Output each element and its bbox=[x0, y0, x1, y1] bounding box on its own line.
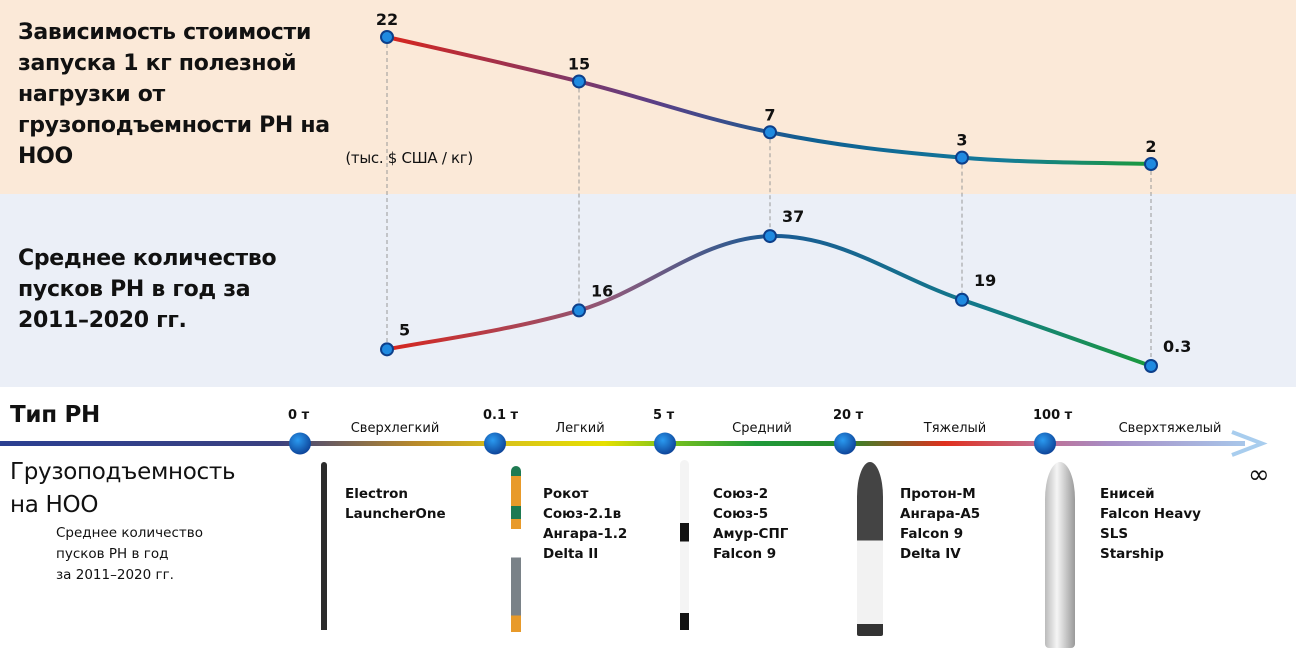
rocket-list: Рокот Союз-2.1в Ангара-1.2 Delta II bbox=[543, 484, 627, 564]
rocket-name: Союз-5 bbox=[713, 506, 769, 522]
rocket-name: Рокот bbox=[543, 486, 589, 502]
threshold-node bbox=[1034, 432, 1056, 455]
cost-data-label: 3 bbox=[956, 131, 967, 150]
launches-data-label: 37 bbox=[782, 207, 804, 226]
infinity-label: ∞ bbox=[1248, 460, 1270, 490]
rocket-image bbox=[1045, 462, 1075, 648]
rocket-name: Протон-М bbox=[900, 486, 976, 502]
capacity-label: Грузоподъемность на НОО bbox=[10, 456, 236, 522]
note-line: за 2011–2020 гг. bbox=[56, 567, 174, 583]
threshold-tick-label: 0.1 т bbox=[483, 408, 519, 423]
rocket-name: Electron bbox=[345, 486, 409, 502]
cost-unit: (тыс. $ США / кг) bbox=[345, 149, 473, 167]
rocket-list: Electron LauncherOne bbox=[345, 484, 446, 524]
threshold-node bbox=[654, 432, 676, 455]
rocket-class-label: Сверхлегкий bbox=[350, 421, 440, 436]
threshold-node bbox=[834, 432, 856, 455]
rocket-list: Союз-2 Союз-5 Амур-СПГ Falcon 9 bbox=[713, 484, 788, 564]
cost-point bbox=[955, 150, 969, 165]
cost-data-label: 22 bbox=[376, 10, 398, 29]
launches-point bbox=[572, 303, 586, 318]
rocket-list: Протон-М Ангара-А5 Falcon 9 Delta IV bbox=[900, 484, 980, 564]
launches-data-label: 0.3 bbox=[1163, 337, 1191, 356]
rocket-class-label: Сверхтяжелый bbox=[1118, 421, 1222, 436]
cost-data-label: 7 bbox=[764, 105, 775, 124]
launches-point bbox=[380, 342, 394, 357]
rocket-image bbox=[511, 466, 521, 632]
rocket-name: Starship bbox=[1100, 546, 1164, 562]
launches-line bbox=[386, 234, 1152, 368]
launches-band bbox=[0, 194, 1296, 387]
rocket-class-label: Легкий bbox=[555, 421, 605, 436]
rocket-image bbox=[321, 462, 327, 630]
rocket-name: Delta IV bbox=[900, 546, 961, 562]
cost-chart-title: Зависимость стоимости запуска 1 кг полез… bbox=[18, 17, 473, 174]
rocket-name: Союз-2.1в bbox=[543, 506, 622, 522]
launches-point bbox=[1144, 359, 1158, 373]
cost-point bbox=[572, 74, 586, 89]
threshold-node bbox=[289, 432, 311, 455]
threshold-tick-label: 0 т bbox=[288, 408, 310, 423]
cost-data-label: 15 bbox=[568, 54, 590, 73]
capacity-label-line2: на НОО bbox=[10, 492, 99, 518]
launches-data-label: 19 bbox=[974, 271, 996, 290]
capacity-axis bbox=[0, 441, 1245, 446]
rocket-name: Ангара-А5 bbox=[900, 506, 981, 522]
rocket-name: Falcon 9 bbox=[900, 526, 964, 542]
rocket-name: Ангара-1.2 bbox=[543, 526, 628, 542]
rocket-image bbox=[857, 462, 883, 636]
rocket-name: Енисей bbox=[1100, 486, 1155, 502]
rocket-name: SLS bbox=[1100, 526, 1129, 542]
note-line: пусков РН в год bbox=[56, 546, 169, 562]
threshold-node bbox=[484, 432, 506, 455]
launches-data-label: 16 bbox=[591, 281, 613, 300]
rocket-name: Delta II bbox=[543, 546, 599, 562]
rocket-name: Falcon 9 bbox=[713, 546, 777, 562]
axis-arrow-icon bbox=[1231, 430, 1268, 457]
type-label: Тип РН bbox=[10, 402, 101, 428]
rocket-name: Falcon Heavy bbox=[1100, 506, 1201, 522]
rocket-name: Амур-СПГ bbox=[713, 526, 789, 542]
threshold-tick-label: 5 т bbox=[653, 408, 675, 423]
launches-point bbox=[763, 229, 777, 244]
cost-line bbox=[386, 35, 1152, 166]
rocket-image bbox=[680, 460, 689, 630]
cost-point bbox=[380, 30, 394, 44]
rocket-name: Союз-2 bbox=[713, 486, 769, 502]
rocket-name: LauncherOne bbox=[345, 506, 446, 522]
rocket-class-label: Тяжелый bbox=[923, 421, 987, 436]
launches-point bbox=[955, 292, 969, 307]
launches-chart-title: Среднее количество пусков РН в год за 20… bbox=[18, 246, 277, 333]
cost-data-label: 2 bbox=[1145, 137, 1156, 156]
cost-point bbox=[763, 125, 777, 140]
cost-title-text: Зависимость стоимости запуска 1 кг полез… bbox=[18, 20, 330, 169]
capacity-label-line1: Грузоподъемность bbox=[10, 459, 236, 485]
note-line: Среднее количество bbox=[56, 525, 203, 541]
launches-note: Среднее количество пусков РН в год за 20… bbox=[56, 523, 203, 586]
launches-data-label: 5 bbox=[399, 320, 410, 339]
cost-point bbox=[1144, 157, 1158, 171]
rocket-list: Енисей Falcon Heavy SLS Starship bbox=[1100, 484, 1201, 564]
threshold-tick-label: 20 т bbox=[833, 408, 864, 423]
threshold-tick-label: 100 т bbox=[1033, 408, 1073, 423]
rocket-class-label: Средний bbox=[732, 421, 792, 436]
